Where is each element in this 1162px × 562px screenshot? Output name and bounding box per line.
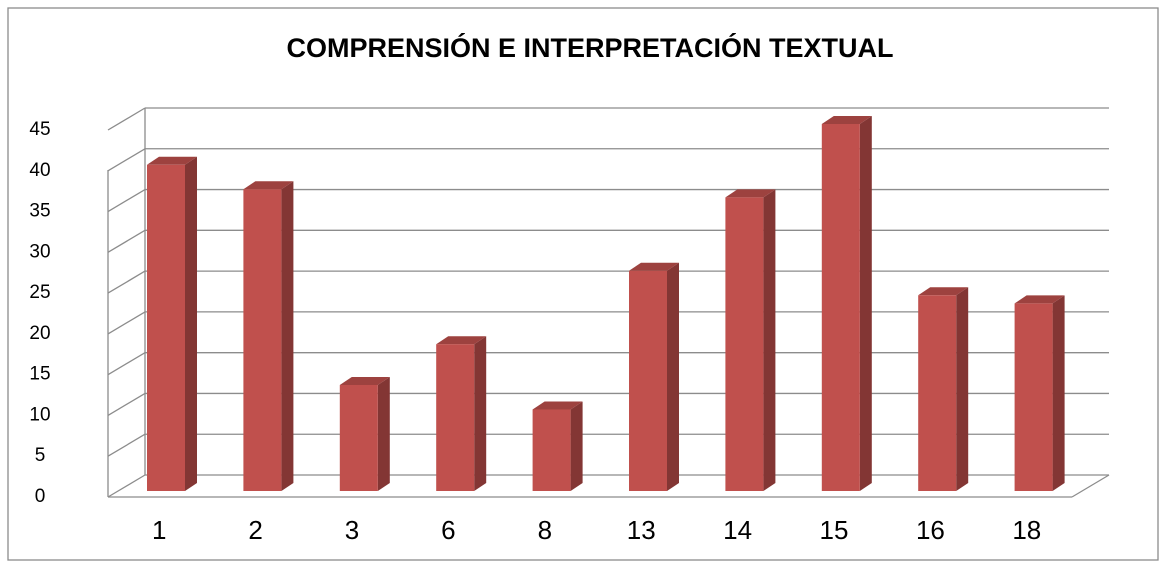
x-tick-label: 8 xyxy=(538,515,552,545)
bar-side xyxy=(281,181,294,491)
grid-line-side xyxy=(107,107,146,131)
y-tick-label: 10 xyxy=(29,404,50,425)
grid-line-side xyxy=(107,474,146,498)
bar xyxy=(725,197,764,491)
bar-side xyxy=(570,401,583,491)
bar xyxy=(629,270,667,491)
bar-top xyxy=(918,287,969,296)
y-tick-label: 5 xyxy=(35,445,46,466)
bar xyxy=(243,189,282,491)
bar-top xyxy=(629,262,679,271)
y-tick-label: 25 xyxy=(29,282,50,303)
y-tick-label: 40 xyxy=(29,160,50,181)
bar-top xyxy=(821,116,872,124)
bar xyxy=(436,344,475,491)
bar-top xyxy=(339,376,390,385)
grid-line-side xyxy=(107,188,146,213)
bar-top xyxy=(147,156,197,165)
bar-side xyxy=(763,189,776,491)
x-tick-label: 16 xyxy=(916,515,945,545)
x-tick-label: 15 xyxy=(820,515,849,545)
grid-line-side xyxy=(107,148,146,172)
bar-side xyxy=(1052,295,1065,491)
bar-side xyxy=(377,376,390,491)
bar-side xyxy=(859,116,872,491)
grid-line-side xyxy=(107,352,146,376)
chart-title: COMPRENSIÓN E INTERPRETACIÓN TEXTUAL xyxy=(286,32,893,63)
y-tick-label: 30 xyxy=(29,241,50,262)
bar-top xyxy=(243,181,294,190)
bar xyxy=(1014,303,1053,491)
x-tick-label: 2 xyxy=(248,515,262,545)
floor-right-edge xyxy=(1071,474,1110,498)
y-tick-label: 0 xyxy=(35,486,46,507)
x-tick-label: 14 xyxy=(723,515,752,545)
y-tick-label: 20 xyxy=(29,323,50,344)
grid-line-side xyxy=(107,392,146,417)
y-tick-label: 15 xyxy=(29,364,50,385)
bar-side xyxy=(667,262,679,491)
bar xyxy=(918,295,957,491)
x-tick-label: 6 xyxy=(441,515,455,545)
grid-line-side xyxy=(107,433,146,457)
grid-line-side xyxy=(107,270,146,294)
y-tick-label: 45 xyxy=(29,119,50,140)
bar-top xyxy=(436,336,487,345)
grid-line-side xyxy=(107,229,146,253)
bar-side xyxy=(474,336,487,491)
x-tick-label: 13 xyxy=(627,515,656,545)
bar-top xyxy=(725,189,776,198)
bar-top xyxy=(532,401,583,410)
bar xyxy=(147,164,185,491)
bar-top xyxy=(1014,295,1065,304)
bar xyxy=(532,409,571,491)
grid-line-side xyxy=(107,311,146,335)
x-tick-label: 3 xyxy=(345,515,359,545)
bar-side xyxy=(956,287,969,491)
y-tick-label: 35 xyxy=(29,201,50,222)
bar xyxy=(339,384,378,491)
x-tick-label: 1 xyxy=(152,515,166,545)
x-tick-label: 18 xyxy=(1012,515,1041,545)
bar-side xyxy=(185,156,197,491)
bar xyxy=(821,124,860,491)
